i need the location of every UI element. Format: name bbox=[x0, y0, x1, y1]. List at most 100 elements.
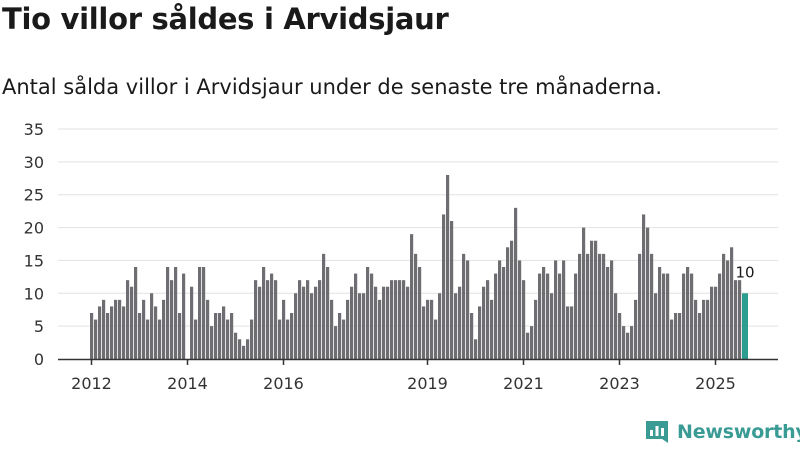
bar bbox=[314, 286, 318, 359]
bar bbox=[530, 326, 534, 359]
bar bbox=[130, 286, 134, 359]
x-tick-label: 2021 bbox=[503, 374, 544, 393]
bar bbox=[346, 299, 350, 359]
y-tick-label: 20 bbox=[24, 219, 44, 238]
bar bbox=[258, 286, 262, 359]
bar bbox=[702, 299, 706, 359]
bar bbox=[242, 345, 246, 359]
bar bbox=[382, 286, 386, 359]
bar bbox=[578, 253, 582, 359]
y-tick-label: 10 bbox=[24, 284, 44, 303]
bar bbox=[254, 280, 258, 359]
bar bbox=[722, 253, 726, 359]
bar bbox=[650, 253, 654, 359]
bar bbox=[734, 280, 738, 359]
x-axis: 2012 2014 2016 2019 2021 2023 2025 bbox=[58, 358, 778, 393]
bar bbox=[622, 326, 626, 359]
bar bbox=[166, 267, 170, 359]
bar bbox=[630, 326, 634, 359]
y-tick-label: 35 bbox=[24, 120, 44, 139]
bar bbox=[546, 273, 550, 359]
bar bbox=[398, 280, 402, 359]
bar bbox=[386, 286, 390, 359]
bar bbox=[218, 313, 222, 359]
bar bbox=[282, 299, 286, 359]
bar bbox=[682, 273, 686, 359]
brand-name: Newsworthy bbox=[677, 421, 800, 443]
bar bbox=[406, 286, 410, 359]
bar bbox=[298, 280, 302, 359]
bar bbox=[458, 286, 462, 359]
bar bbox=[698, 313, 702, 359]
bar bbox=[502, 267, 506, 359]
x-tick-label: 2025 bbox=[695, 374, 736, 393]
bar bbox=[634, 299, 638, 359]
bar bbox=[322, 253, 326, 359]
bar bbox=[158, 319, 162, 359]
chart-title: Tio villor såldes i Arvidsjaur bbox=[2, 2, 449, 36]
bar bbox=[570, 306, 574, 359]
bar bbox=[170, 280, 174, 359]
bar bbox=[534, 299, 538, 359]
bar bbox=[626, 332, 630, 359]
bar bbox=[126, 280, 130, 359]
bar bbox=[486, 280, 490, 359]
bar bbox=[498, 260, 502, 359]
bar bbox=[202, 267, 206, 359]
bar bbox=[714, 286, 718, 359]
newsworthy-logo-icon bbox=[646, 421, 668, 443]
bar bbox=[662, 273, 666, 359]
bar bbox=[550, 293, 554, 359]
bar bbox=[690, 273, 694, 359]
bar bbox=[182, 273, 186, 359]
bar bbox=[618, 313, 622, 359]
bar bbox=[222, 306, 226, 359]
bar bbox=[394, 280, 398, 359]
bar bbox=[478, 306, 482, 359]
x-tick-label: 2019 bbox=[407, 374, 448, 393]
bar bbox=[278, 319, 282, 359]
bar bbox=[466, 260, 470, 359]
x-tick-label: 2014 bbox=[167, 374, 208, 393]
bar bbox=[522, 280, 526, 359]
bars bbox=[90, 175, 748, 359]
bar bbox=[642, 214, 646, 359]
bar bbox=[638, 253, 642, 359]
bar bbox=[706, 299, 710, 359]
bar bbox=[162, 299, 166, 359]
bar bbox=[266, 280, 270, 359]
bar bbox=[238, 339, 242, 359]
y-tick-label: 25 bbox=[24, 186, 44, 205]
bar bbox=[274, 280, 278, 359]
y-tick-label: 30 bbox=[24, 153, 44, 172]
bar bbox=[294, 293, 298, 359]
bar bbox=[378, 299, 382, 359]
bar bbox=[150, 293, 154, 359]
bar bbox=[694, 299, 698, 359]
y-tick-label: 15 bbox=[24, 251, 44, 270]
newsworthy-brand: Newsworthy bbox=[645, 420, 800, 444]
bar bbox=[462, 253, 466, 359]
bar bbox=[646, 227, 650, 359]
bar bbox=[510, 240, 514, 359]
bar bbox=[514, 207, 518, 359]
bar bbox=[566, 306, 570, 359]
bar bbox=[234, 332, 238, 359]
bar bbox=[614, 293, 618, 359]
bar bbox=[194, 319, 198, 359]
bar bbox=[414, 253, 418, 359]
x-tick-label: 2023 bbox=[599, 374, 640, 393]
bar bbox=[134, 267, 138, 359]
bar bbox=[146, 319, 150, 359]
bar bbox=[658, 267, 662, 359]
bar bbox=[474, 339, 478, 359]
bar bbox=[250, 319, 254, 359]
bar bbox=[678, 313, 682, 359]
bar bbox=[302, 286, 306, 359]
bar bbox=[434, 319, 438, 359]
bar bbox=[562, 260, 566, 359]
bar bbox=[590, 240, 594, 359]
bar bbox=[518, 260, 522, 359]
bar bbox=[354, 273, 358, 359]
